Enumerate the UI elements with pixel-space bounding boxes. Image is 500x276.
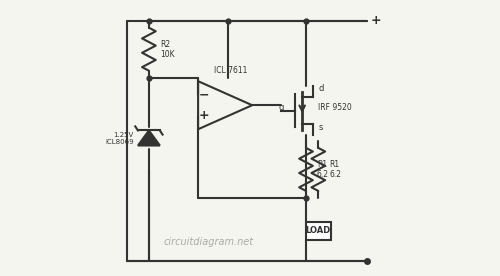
Text: R2
10K: R2 10K (160, 39, 174, 59)
Text: R1
6.2: R1 6.2 (329, 160, 341, 179)
Text: −: − (198, 88, 209, 101)
Text: g: g (278, 104, 284, 112)
Text: d: d (318, 84, 324, 93)
Text: R1
6.2: R1 6.2 (317, 160, 329, 179)
Text: 1.25V
ICL8069: 1.25V ICL8069 (106, 131, 134, 145)
Text: +: + (198, 109, 209, 122)
Polygon shape (138, 131, 160, 145)
Text: LOAD: LOAD (306, 226, 331, 235)
Text: +: + (370, 14, 381, 27)
FancyBboxPatch shape (306, 222, 330, 240)
Text: ICL 7611: ICL 7611 (214, 67, 248, 75)
Text: IRF 9520: IRF 9520 (318, 104, 352, 112)
Text: circuitdiagram.net: circuitdiagram.net (164, 237, 254, 247)
Text: s: s (318, 123, 322, 132)
